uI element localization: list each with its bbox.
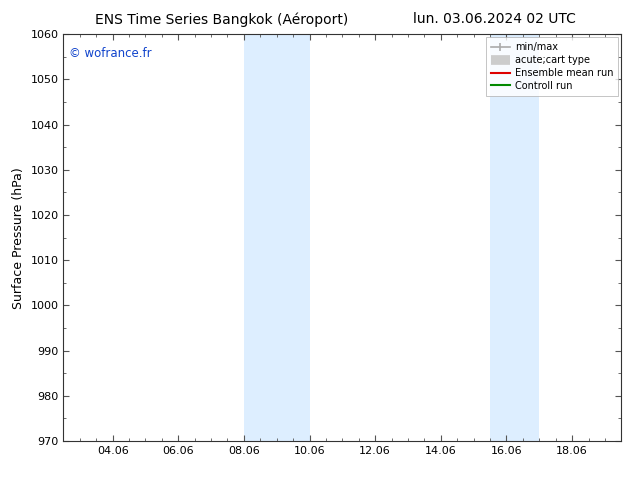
Text: lun. 03.06.2024 02 UTC: lun. 03.06.2024 02 UTC bbox=[413, 12, 576, 26]
Bar bbox=[244, 34, 309, 441]
Y-axis label: Surface Pressure (hPa): Surface Pressure (hPa) bbox=[12, 167, 25, 309]
Bar bbox=[490, 34, 540, 441]
Text: © wofrance.fr: © wofrance.fr bbox=[69, 47, 152, 59]
Text: ENS Time Series Bangkok (Aéroport): ENS Time Series Bangkok (Aéroport) bbox=[95, 12, 349, 27]
Legend: min/max, acute;cart type, Ensemble mean run, Controll run: min/max, acute;cart type, Ensemble mean … bbox=[486, 37, 618, 96]
